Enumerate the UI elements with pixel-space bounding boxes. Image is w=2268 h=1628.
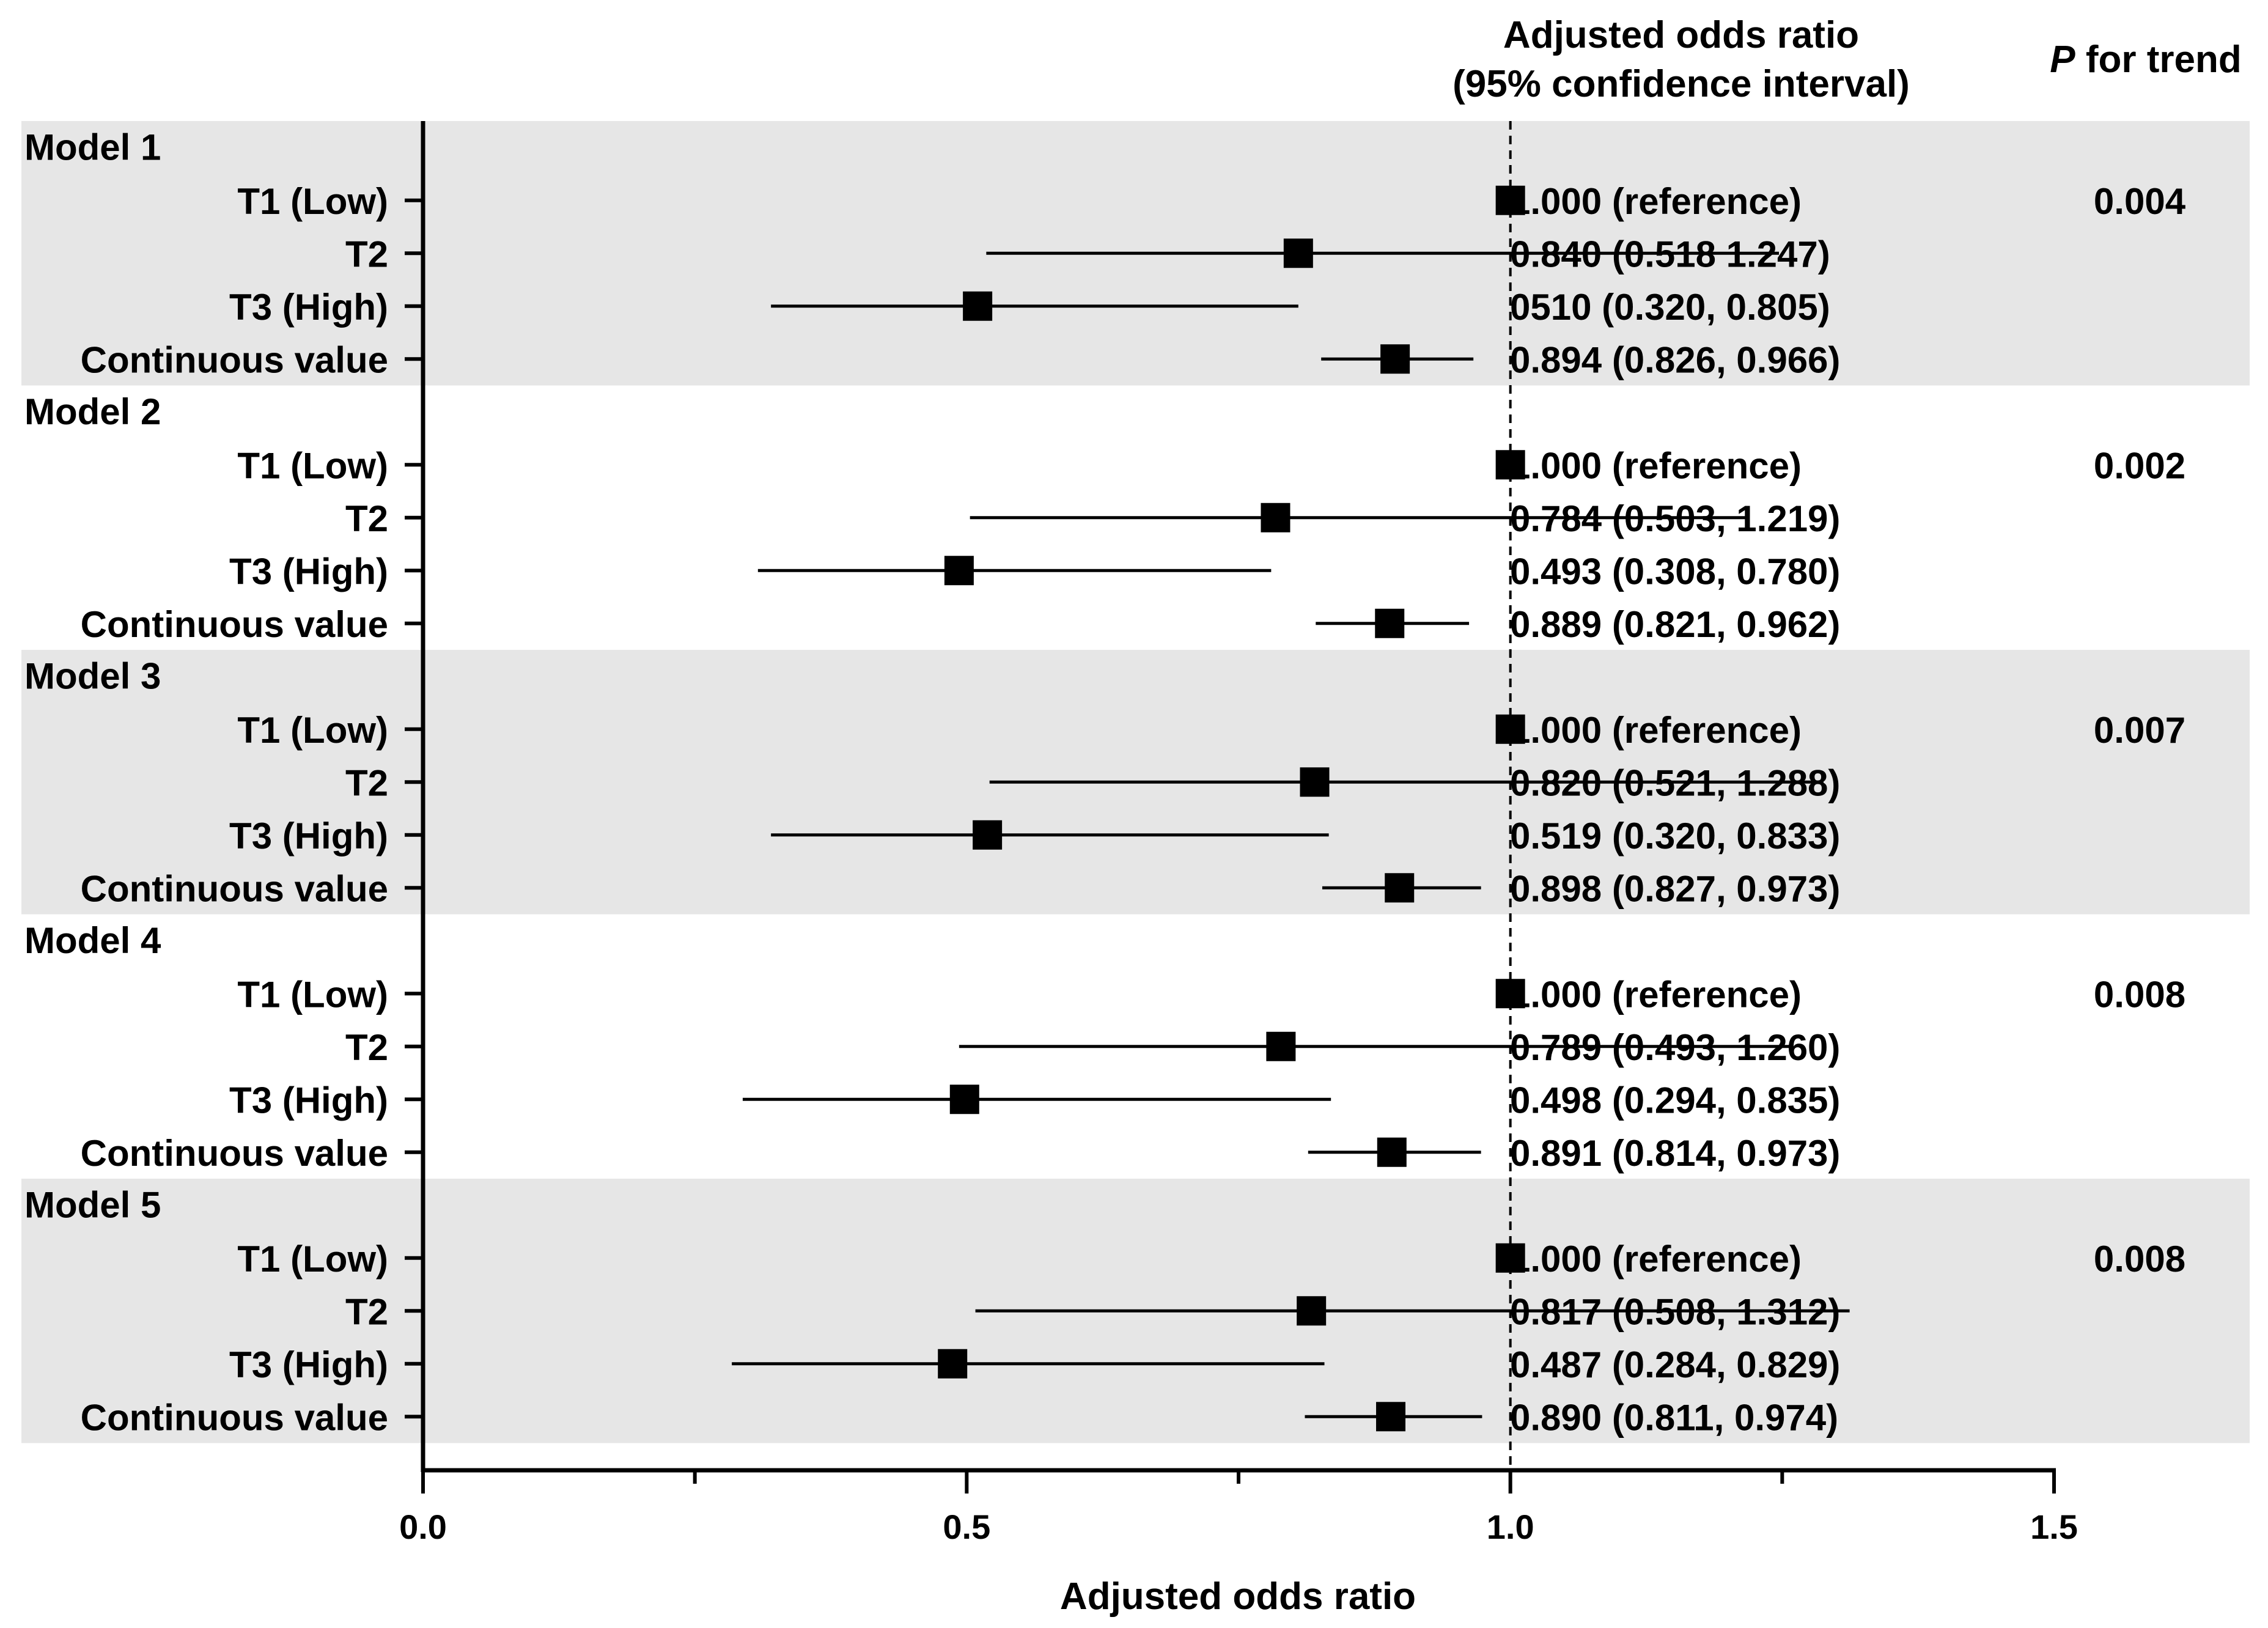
row-label: T2 [345,1027,388,1068]
estimate-label: 1.000 (reference) [1510,445,1802,486]
row-label: T2 [345,762,388,803]
x-axis-title: Adjusted odds ratio [1060,1575,1416,1618]
p-trend-header: P for trend [2050,39,2241,81]
estimate-label: 1.000 (reference) [1510,181,1802,222]
estimate-label: 0.817 (0.508, 1.312) [1510,1291,1840,1332]
row-label: Continuous value [81,1397,388,1438]
row-label: T1 (Low) [237,445,388,486]
estimate-label: 0.889 (0.821, 0.962) [1510,604,1840,645]
row-label: Continuous value [81,1133,388,1174]
forest-rows: Model 1 T1 (Low) 1.000 (reference) 0.004 T2 0… [24,127,2186,1438]
row-label: Continuous value [81,868,388,909]
x-tick-label: 0.0 [399,1508,447,1546]
model-label: Model 3 [24,655,161,696]
or-marker [938,1349,968,1379]
x-tick-label: 1.0 [1487,1508,1534,1546]
or-marker [1377,1137,1407,1167]
or-marker [949,1085,979,1114]
row-label: T3 (High) [229,1344,388,1385]
row-label: T3 (High) [229,287,388,328]
p-trend-header-rest: for trend [2075,39,2242,81]
row-label: T3 (High) [229,551,388,592]
estimate-label: 0.898 (0.827, 0.973) [1510,868,1840,909]
or-marker [1375,608,1405,638]
or-marker [1376,1402,1406,1432]
estimate-label: 0.891 (0.814, 0.973) [1510,1133,1840,1174]
estimate-label: 0.840 (0.518 1.247) [1510,234,1830,274]
estimate-label: 1.000 (reference) [1510,710,1802,751]
row-label: T1 (Low) [237,181,388,222]
p-trend-value: 0.004 [2094,181,2186,222]
estimate-label: 0.493 (0.308, 0.780) [1510,551,1840,592]
x-tick-label: 1.5 [2030,1508,2078,1546]
estimate-label: 0510 (0.320, 0.805) [1510,287,1830,328]
row-label: T3 (High) [229,816,388,856]
x-axis: Adjusted odds ratio 0.0 0.5 1.0 1.5 [399,121,2078,1618]
estimate-header-line1: Adjusted odds ratio [1503,14,1859,56]
row-label: Continuous value [81,339,388,380]
or-marker [1495,979,1525,1009]
or-marker [1300,767,1330,797]
or-marker [1495,450,1525,480]
or-marker [1380,344,1410,374]
model-label: Model 5 [24,1184,161,1225]
or-marker [1495,185,1525,215]
p-trend-header-italic: P [2050,39,2075,81]
or-marker [1495,1243,1525,1273]
row-label: T1 (Low) [237,710,388,751]
estimate-label: 0.890 (0.811, 0.974) [1510,1397,1838,1438]
or-marker [963,291,993,321]
or-marker [1385,873,1415,903]
column-headers: Adjusted odds ratio (95% confidence inte… [1452,14,2242,105]
or-marker [944,556,974,586]
estimate-label: 0.789 (0.493, 1.260) [1510,1027,1840,1068]
estimate-header-line2: (95% confidence interval) [1452,63,1910,105]
estimate-label: 0.784 (0.503, 1.219) [1510,498,1840,539]
row-label: T3 (High) [229,1080,388,1121]
p-trend-value: 0.002 [2094,445,2185,486]
row-label: T2 [345,234,388,274]
row-label: T2 [345,1291,388,1332]
or-marker [1261,503,1290,532]
estimate-label: 0.820 (0.521, 1.288) [1510,762,1840,803]
row-label: Continuous value [81,604,388,645]
p-trend-value: 0.007 [2094,710,2185,751]
estimate-label: 0.519 (0.320, 0.833) [1510,816,1840,856]
estimate-label: 0.498 (0.294, 0.835) [1510,1080,1840,1121]
or-marker [1297,1296,1327,1326]
x-tick-label: 0.5 [943,1508,990,1546]
or-marker [1283,238,1313,268]
row-label: T1 (Low) [237,1239,388,1280]
row-label: T1 (Low) [237,974,388,1015]
estimate-label: 1.000 (reference) [1510,974,1802,1015]
model-label: Model 4 [24,920,161,961]
estimate-label: 1.000 (reference) [1510,1239,1802,1280]
model-label: Model 1 [24,127,161,168]
row-label: T2 [345,498,388,539]
estimate-label: 0.487 (0.284, 0.829) [1510,1344,1840,1385]
or-marker [973,820,1003,850]
p-trend-value: 0.008 [2094,1239,2185,1280]
or-marker [1495,714,1525,744]
model-label: Model 2 [24,391,161,432]
p-trend-value: 0.008 [2094,974,2185,1015]
estimate-label: 0.894 (0.826, 0.966) [1510,339,1840,380]
or-marker [1266,1031,1296,1061]
